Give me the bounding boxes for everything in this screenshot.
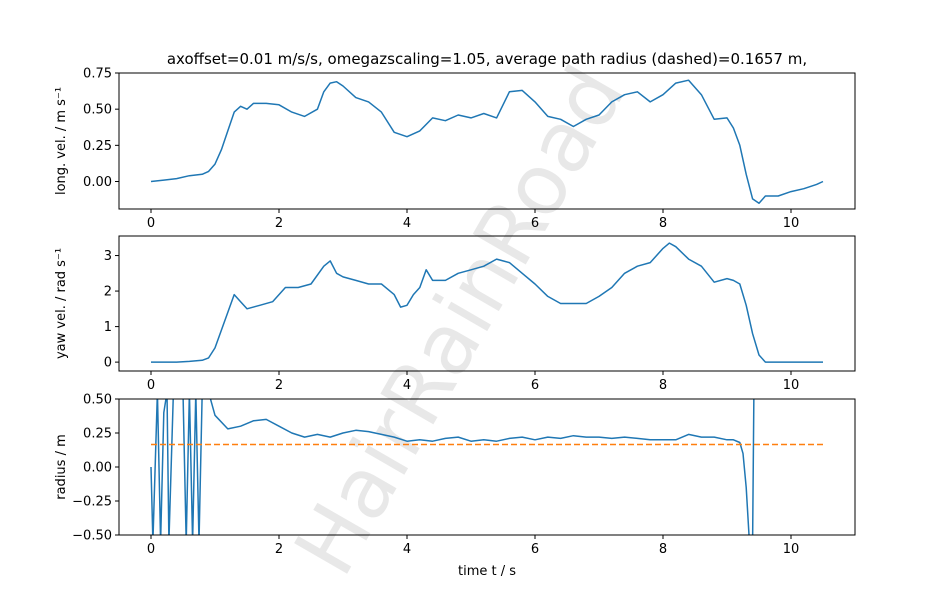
x-tick-label: 8	[659, 542, 667, 557]
y-tick-label: 0.50	[83, 103, 112, 118]
y-tick-label: 0.00	[83, 461, 112, 476]
chart-title: axoffset=0.01 m/s/s, omegazscaling=1.05,…	[167, 50, 807, 68]
y-axis-label: long. vel. / m s⁻¹	[54, 87, 69, 195]
y-tick-label: 3	[104, 249, 112, 264]
x-tick-label: 10	[783, 542, 800, 557]
x-tick-label: 6	[531, 378, 539, 393]
y-axis-label: yaw vel. / rad s⁻¹	[54, 248, 69, 359]
x-tick-label: 2	[275, 216, 283, 231]
series-line	[150, 399, 755, 535]
y-tick-label: 0.00	[83, 175, 112, 190]
x-tick-label: 0	[147, 216, 155, 231]
y-tick-label: 0.75	[83, 67, 112, 82]
x-tick-label: 8	[659, 378, 667, 393]
series-line	[151, 242, 823, 363]
x-tick-label: 2	[275, 542, 283, 557]
y-tick-label: 0.25	[83, 427, 112, 442]
x-axis-label: time t / s	[458, 564, 516, 579]
y-tick-label: −0.50	[72, 529, 112, 544]
series-line	[150, 79, 824, 204]
subplot-longitudinal-velocity: 0 2 4 6 8 10 0.00 0.25 0.50 0.75 long. vel. / m s⁻…	[54, 67, 856, 231]
y-tick-label: −0.25	[72, 495, 112, 510]
x-tick-label: 4	[403, 216, 411, 231]
y-tick-label: 0.50	[83, 393, 112, 408]
subplot-yaw-velocity: 0 2 4 6 8 10 0 1 2 3 yaw vel. / rad s⁻¹	[54, 235, 856, 393]
subplot-radius: 0 2 4 6 8 10 −0.50 −0.25 0.00 0.25 0.50 radius / m	[54, 393, 856, 557]
y-tick-label: 0.25	[83, 139, 112, 154]
x-tick-label: 4	[403, 378, 411, 393]
axes-frame	[118, 235, 856, 372]
x-tick-label: 10	[783, 378, 800, 393]
y-tick-label: 2	[104, 285, 112, 300]
watermark: HairRainRoad	[275, 50, 644, 591]
x-tick-label: 0	[147, 542, 155, 557]
x-tick-label: 6	[531, 216, 539, 231]
x-tick-label: 8	[659, 216, 667, 231]
y-tick-label: 1	[104, 320, 112, 335]
axes-frame	[118, 72, 856, 210]
x-tick-label: 4	[403, 542, 411, 557]
x-tick-label: 6	[531, 542, 539, 557]
x-tick-label: 0	[147, 378, 155, 393]
y-axis-label: radius / m	[54, 434, 69, 500]
y-tick-label: 0	[104, 356, 112, 371]
x-tick-label: 10	[783, 216, 800, 231]
x-tick-label: 2	[275, 378, 283, 393]
